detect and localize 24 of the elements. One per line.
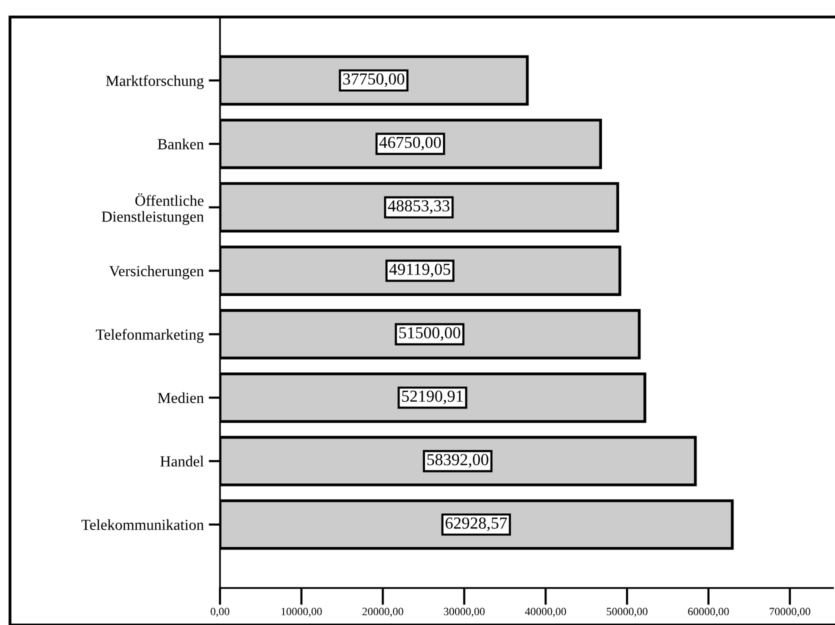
data-label: 46750,00 (379, 136, 441, 150)
y-tick-label: Banken (158, 138, 204, 150)
y-tick-label: Telefonmarketing (96, 328, 204, 343)
x-tick-label: 50000,00 (606, 608, 648, 617)
y-tick-label: Handel (160, 456, 204, 467)
x-tick-label: 40000,00 (525, 608, 566, 617)
y-tick-label: Öffentliche Dienstleistungen (102, 193, 204, 225)
x-tick-label: 70000,00 (770, 608, 810, 617)
data-label: 37750,00 (343, 73, 404, 88)
x-tick-label: 0,00 (210, 608, 230, 617)
x-tick-label: 60000,00 (688, 608, 729, 617)
x-tick-label: 20000,00 (362, 608, 404, 617)
data-label: 62928,57 (446, 517, 507, 532)
data-label: 58392,00 (427, 454, 488, 468)
y-tick-label: Marktforschung (106, 75, 204, 90)
data-label: 52190,91 (402, 390, 463, 404)
x-tick-label: 10000,00 (282, 608, 322, 617)
data-label: 51500,00 (399, 327, 460, 341)
y-tick-label: Versicherungen (109, 265, 204, 280)
data-label: 49119,05 (389, 264, 450, 278)
y-tick-label: Telekommunikation (81, 519, 204, 530)
y-tick-label: Medien (158, 392, 204, 404)
x-tick-label: 30000,00 (444, 608, 485, 617)
data-label: 48853,33 (388, 200, 450, 214)
